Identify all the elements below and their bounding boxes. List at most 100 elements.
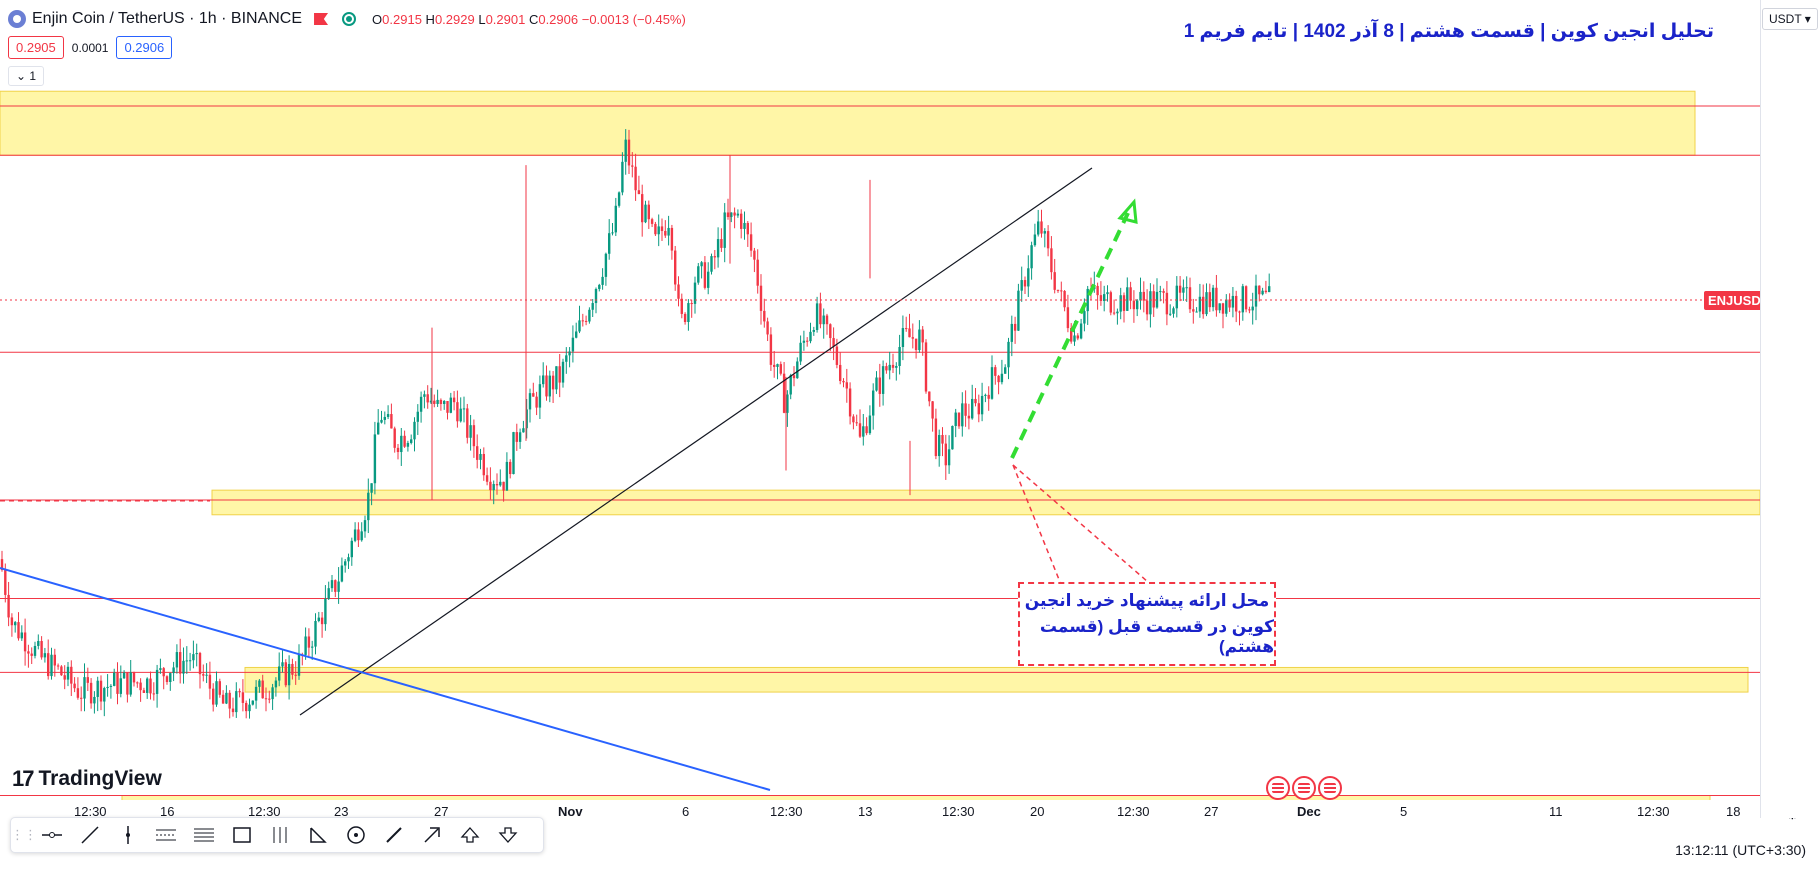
- candle-body: [842, 380, 845, 383]
- grip-icon[interactable]: ⋮⋮: [11, 827, 37, 842]
- candle-body: [373, 434, 377, 484]
- candle-body: [839, 364, 842, 381]
- ascending-trendline: [299, 167, 1093, 716]
- candle-body: [241, 692, 245, 703]
- candle-body: [931, 401, 934, 419]
- candle-body: [410, 439, 413, 443]
- candle-body: [891, 364, 895, 368]
- candle-body: [865, 426, 868, 434]
- candle-body: [175, 652, 179, 668]
- parallel-channel-icon[interactable]: [149, 821, 183, 849]
- buy-price-button[interactable]: 0.2906: [116, 36, 173, 59]
- candle-body: [707, 271, 710, 288]
- supply-demand-zone: [211, 489, 1760, 516]
- candle-body: [1155, 291, 1159, 308]
- price-chart[interactable]: [0, 0, 1760, 800]
- candle-body: [1132, 300, 1136, 310]
- candle-body: [977, 403, 980, 415]
- candle-body: [1040, 221, 1043, 234]
- candle-body: [426, 394, 429, 403]
- candle-body: [37, 641, 40, 646]
- candle-body: [136, 682, 139, 684]
- candle-body: [1000, 373, 1004, 383]
- time-label: 5: [1400, 804, 1408, 819]
- candle-body: [304, 636, 307, 655]
- indicator-toggle[interactable]: ⌄ 1: [8, 66, 45, 86]
- candle-body: [119, 678, 122, 694]
- candle-body: [152, 693, 155, 695]
- candle-body: [1027, 268, 1030, 287]
- candle-body: [971, 398, 974, 419]
- economic-event-icon[interactable]: [1266, 776, 1290, 800]
- candle-body: [700, 262, 703, 267]
- candle-body: [759, 285, 763, 311]
- candle-body: [812, 329, 815, 332]
- circle-icon[interactable]: [339, 821, 373, 849]
- candle-body: [43, 653, 47, 658]
- triangle-icon[interactable]: [301, 821, 335, 849]
- trend-line-icon[interactable]: [73, 821, 107, 849]
- pitchfork-icon[interactable]: [263, 821, 297, 849]
- candle-body: [495, 484, 499, 486]
- tv-logo-icon: 17: [12, 766, 35, 791]
- sell-price-button[interactable]: 0.2905: [8, 36, 64, 59]
- candle-body: [472, 425, 476, 447]
- projection-arrow-head: [1117, 198, 1138, 224]
- candle-body: [1060, 290, 1063, 292]
- economic-event-icon[interactable]: [1292, 776, 1316, 800]
- candle-body: [974, 398, 977, 404]
- candle-body: [146, 678, 149, 693]
- tradingview-logo[interactable]: 17 TradingView: [12, 766, 162, 792]
- candle-body: [934, 418, 938, 457]
- rectangle-icon[interactable]: [225, 821, 259, 849]
- candle-body: [914, 338, 918, 351]
- candle-body: [489, 481, 492, 491]
- candle-body: [518, 432, 522, 442]
- candle-body: [380, 419, 383, 423]
- candle-body: [377, 422, 380, 435]
- candle-body: [601, 276, 604, 285]
- price-scale[interactable]: [1760, 0, 1820, 818]
- candle-body: [202, 674, 205, 676]
- symbol-title[interactable]: Enjin Coin / TetherUS · 1h · BINANCE: [32, 10, 303, 27]
- candle-body: [634, 166, 637, 191]
- symbol-row: Enjin Coin / TetherUS · 1h · BINANCE O0.…: [8, 8, 686, 30]
- candle-body: [499, 481, 502, 486]
- candle-body: [947, 449, 951, 466]
- flag-icon[interactable]: [314, 13, 329, 25]
- candle-body: [769, 334, 773, 365]
- candle-body: [1208, 292, 1211, 308]
- candle-body: [155, 669, 159, 694]
- candle-body: [291, 663, 294, 675]
- candle-body: [746, 222, 749, 235]
- clock[interactable]: 13:12:11 (UTC+3:30): [1675, 842, 1806, 858]
- arrow-up-icon[interactable]: [453, 821, 487, 849]
- candle-body: [334, 580, 337, 592]
- brush-icon[interactable]: [377, 821, 411, 849]
- candle-body: [740, 213, 743, 229]
- candle-body: [1178, 285, 1182, 293]
- candle-body: [938, 435, 941, 457]
- market-status-icon[interactable]: [342, 12, 357, 26]
- candle-body: [188, 660, 192, 662]
- economic-event-icon[interactable]: [1318, 776, 1342, 800]
- candle-body: [660, 226, 664, 231]
- candle-body: [885, 366, 888, 371]
- candle-body: [1112, 312, 1116, 314]
- candle-body: [360, 531, 363, 541]
- candle-body: [40, 641, 43, 658]
- candle-body: [1258, 285, 1261, 295]
- candle-body: [393, 428, 396, 448]
- arrow-down-icon[interactable]: [491, 821, 525, 849]
- candle-body: [898, 346, 901, 366]
- fib-icon[interactable]: [187, 821, 221, 849]
- time-label: 16: [160, 804, 175, 819]
- vertical-line-icon[interactable]: [111, 821, 145, 849]
- arrow-icon[interactable]: [415, 821, 449, 849]
- currency-button[interactable]: USDT ▾: [1762, 8, 1818, 30]
- time-axis[interactable]: 12:30 16 12:30 23 27 Nov 6 12:30 13 12:30 20 12:30 2…: [0, 800, 1760, 822]
- candle-body: [0, 559, 4, 571]
- horizontal-line-icon[interactable]: [35, 821, 69, 849]
- candle-body: [106, 686, 109, 689]
- candle-body: [264, 698, 268, 700]
